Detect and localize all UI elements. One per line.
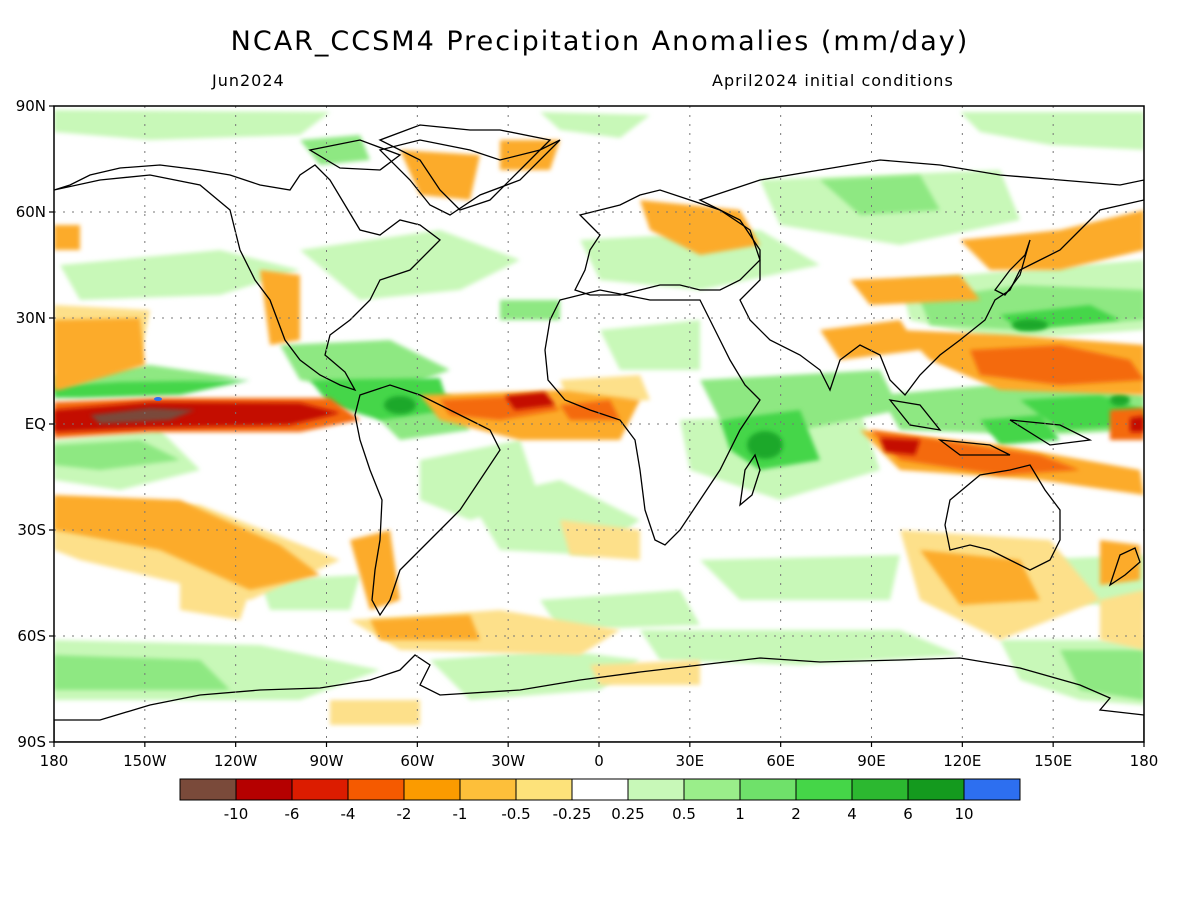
color-bar: -10 -6 -4 -2 -1 -0.5 -0.25 0.25 0.5 1 2 4 6 10 — [179, 778, 1021, 823]
colorbar-label: 2 — [791, 805, 801, 823]
colorbar-swatch — [291, 778, 349, 801]
colorbar-label: 0.25 — [611, 805, 644, 823]
map-title: NCAR_CCSM4 Precipitation Anomalies (mm/d… — [230, 26, 970, 57]
colorbar-swatch — [851, 778, 909, 801]
colorbar-swatch — [683, 778, 741, 801]
colorbar-swatch — [739, 778, 797, 801]
wet-extreme-spot — [154, 397, 162, 401]
colorbar-label: 6 — [903, 805, 913, 823]
lat-tick-label: 30S — [17, 521, 46, 539]
lon-tick-label: 150E — [1034, 752, 1072, 770]
colorbar-swatch — [795, 778, 853, 801]
lon-tick-label: 180 — [40, 752, 69, 770]
colorbar-label: 1 — [735, 805, 745, 823]
colorbar-label: 4 — [847, 805, 857, 823]
colorbar-label: -2 — [397, 805, 412, 823]
lon-tick-label: 30E — [676, 752, 705, 770]
lon-tick-label: 90W — [310, 752, 344, 770]
colorbar-swatch — [515, 778, 573, 801]
colorbar-label: -1 — [453, 805, 468, 823]
colorbar-label: -4 — [341, 805, 356, 823]
anomaly-field — [54, 110, 1144, 725]
colorbar-label: -0.5 — [501, 805, 530, 823]
grid-lines — [54, 106, 1144, 742]
colorbar-swatch — [179, 778, 237, 801]
wet-dark-spots — [384, 319, 1130, 459]
lat-tick-label: EQ — [25, 415, 46, 433]
lon-tick-label: 30W — [491, 752, 525, 770]
colorbar-label: -10 — [224, 805, 249, 823]
lon-tick-label: 150W — [123, 752, 167, 770]
colorbar-label: 10 — [954, 805, 973, 823]
colorbar-label: -0.25 — [553, 805, 592, 823]
lon-tick-label: 90E — [857, 752, 886, 770]
lat-tick-label: 60N — [16, 203, 46, 221]
lon-tick-label: 180 — [1130, 752, 1159, 770]
colorbar-swatch — [571, 778, 629, 801]
colorbar-label: 0.5 — [672, 805, 696, 823]
colorbar-swatch — [347, 778, 405, 801]
lon-tick-label: 120E — [943, 752, 981, 770]
colorbar-swatch — [235, 778, 293, 801]
lon-tick-label: 0 — [594, 752, 604, 770]
colorbar-swatch — [627, 778, 685, 801]
dry-strong-core — [90, 408, 195, 424]
lat-tick-label: 30N — [16, 309, 46, 327]
lat-tick-label: 90S — [17, 733, 46, 751]
initial-conditions: April2024 initial conditions — [712, 71, 954, 90]
colorbar-swatch — [403, 778, 461, 801]
wet-mid-areas — [54, 135, 1144, 700]
coastlines — [54, 124, 1144, 742]
colorbar-swatch — [459, 778, 517, 801]
colorbar-label: -6 — [285, 805, 300, 823]
lat-tick-label: 90N — [16, 97, 46, 115]
lon-tick-label: 60W — [400, 752, 434, 770]
lat-tick-label: 60S — [17, 627, 46, 645]
forecast-month: Jun2024 — [212, 71, 285, 90]
dry-red-areas — [54, 392, 1144, 455]
colorbar-swatch — [907, 778, 965, 801]
lon-tick-label: 60E — [766, 752, 795, 770]
lon-tick-label: 120W — [214, 752, 258, 770]
colorbar-swatch — [963, 778, 1021, 801]
